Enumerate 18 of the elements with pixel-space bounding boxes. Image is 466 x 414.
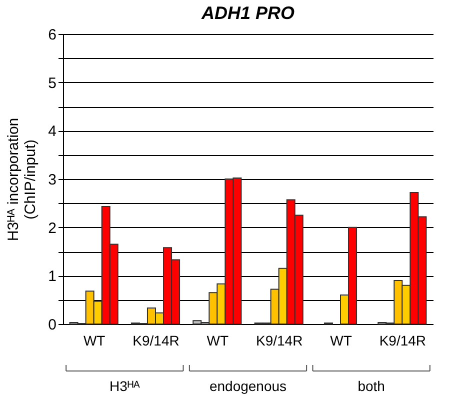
x-tick-label: K9/14R [256, 332, 303, 348]
y-tick-label: 3 [48, 172, 56, 188]
text: endogenous [209, 378, 287, 394]
x-tick-label: K9/14R [379, 332, 426, 348]
chart-title: ADH1 PRO [200, 3, 295, 23]
y-tick-label: 2 [48, 220, 56, 237]
y-tick-label: 5 [48, 74, 56, 92]
text: H3ᴴᴬ [110, 378, 140, 394]
x-tick-label: WT [206, 332, 229, 348]
x-tick-label: WT [330, 332, 352, 348]
y-tick-label: 4 [48, 123, 56, 140]
x-tick-label: WT [83, 332, 106, 348]
y-tick-label: 1 [48, 268, 56, 286]
text: both [358, 378, 385, 394]
y-axis-title: H3ᴴᴬ incorporation (ChIP/input) [5, 118, 40, 242]
x-tick-label: K9/14R [132, 332, 180, 348]
y-tick-label: 6 [48, 26, 56, 44]
y-tick-label: 0 [48, 316, 56, 334]
